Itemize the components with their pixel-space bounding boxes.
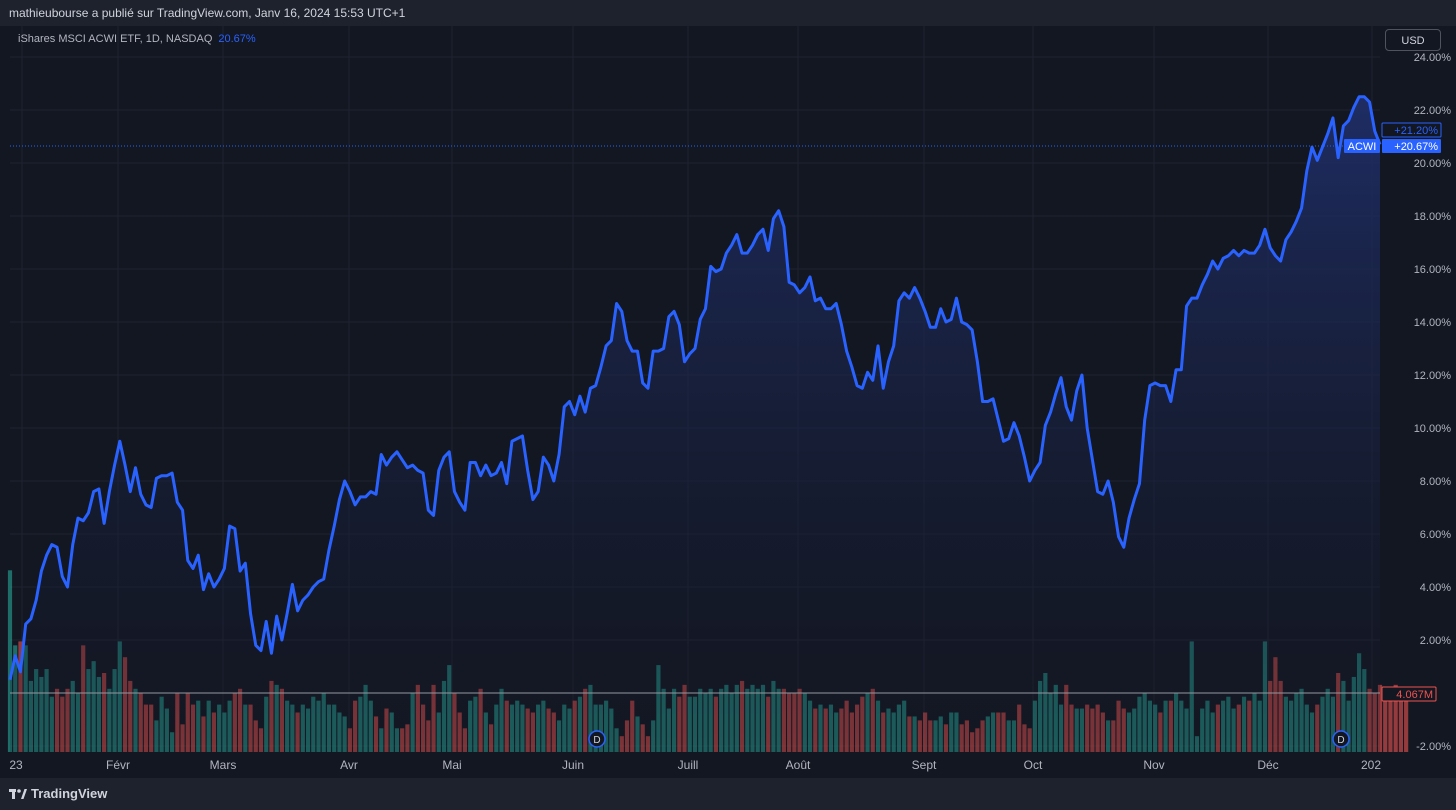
x-tick-label: Mars (210, 758, 237, 772)
published-info: mathieubourse a publié sur TradingView.c… (9, 6, 406, 20)
symbol-legend[interactable]: iShares MSCI ACWI ETF, 1D, NASDAQ 20.67% (18, 33, 256, 45)
x-tick-label: Sept (912, 758, 937, 772)
volume-bar (7, 570, 13, 752)
svg-text:4.067M: 4.067M (1396, 689, 1433, 701)
y-tick-label: 16.00% (1414, 264, 1452, 276)
x-tick-label: Juill (678, 758, 699, 772)
tradingview-logo-icon (9, 788, 27, 799)
tradingview-logo[interactable]: TradingView (9, 786, 107, 801)
y-tick-label: 10.00% (1414, 423, 1452, 435)
x-tick-label: Oct (1024, 758, 1043, 772)
y-axis: 24.00% 22.00% 20.00% 18.00% 16.00% 14.00% 12.0… (1414, 52, 1452, 753)
svg-text:D: D (593, 735, 600, 746)
dividend-marker[interactable]: D (1332, 730, 1350, 748)
svg-text:+20.67%: +20.67% (1394, 141, 1438, 153)
price-area (10, 96, 1380, 752)
y-tick-label: -2.00% (1416, 741, 1451, 753)
y-tick-label: 20.00% (1414, 158, 1452, 170)
volume-badge: 4.067M (1381, 686, 1437, 702)
y-tick-label: 18.00% (1414, 211, 1452, 223)
volume-bar (1383, 688, 1388, 752)
y-tick-label: 8.00% (1420, 476, 1451, 488)
currency-button[interactable]: USD (1385, 29, 1441, 51)
symbol-name: iShares MSCI ACWI ETF, 1D, NASDAQ (18, 33, 213, 45)
y-tick-label: 22.00% (1414, 105, 1452, 117)
footer-bar (0, 778, 1456, 810)
current-badge: +20.67% (1382, 139, 1441, 153)
y-tick-label: 12.00% (1414, 370, 1452, 382)
x-tick-label: Avr (340, 758, 358, 772)
y-tick-label: 4.00% (1420, 582, 1451, 594)
x-tick-label: 23 (9, 758, 23, 772)
y-tick-label: 2.00% (1420, 635, 1451, 647)
price-line (8, 95, 1382, 681)
symbol-tag: ACWI (1344, 139, 1380, 153)
volume-bar (1404, 696, 1409, 752)
x-tick-label: Mai (442, 758, 461, 772)
volume-bar (1398, 688, 1403, 752)
volume-bar (1393, 684, 1398, 752)
y-tick-label: 24.00% (1414, 52, 1452, 64)
svg-text:D: D (1337, 735, 1344, 746)
upper-badge: +21.20% (1381, 122, 1442, 138)
symbol-change: 20.67% (218, 33, 256, 45)
svg-text:+21.20%: +21.20% (1394, 125, 1438, 137)
x-tick-label: 202 (1361, 758, 1381, 772)
header-bar (0, 0, 1456, 26)
dividend-marker[interactable]: D (588, 730, 606, 748)
x-tick-label: Déc (1257, 758, 1278, 772)
svg-text:ACWI: ACWI (1348, 141, 1377, 153)
x-tick-label: Juin (562, 758, 584, 772)
x-axis: 23 Févr Mars Avr Mai Juin Juill Août Sept Oct Nov D… (9, 758, 1381, 772)
x-tick-label: Févr (106, 758, 130, 772)
x-tick-label: Nov (1143, 758, 1164, 772)
tradingview-logo-text: TradingView (31, 786, 108, 801)
y-tick-label: 14.00% (1414, 317, 1452, 329)
x-tick-label: Août (786, 758, 811, 772)
y-tick-label: 6.00% (1420, 529, 1451, 541)
volume-bar (1388, 692, 1393, 752)
